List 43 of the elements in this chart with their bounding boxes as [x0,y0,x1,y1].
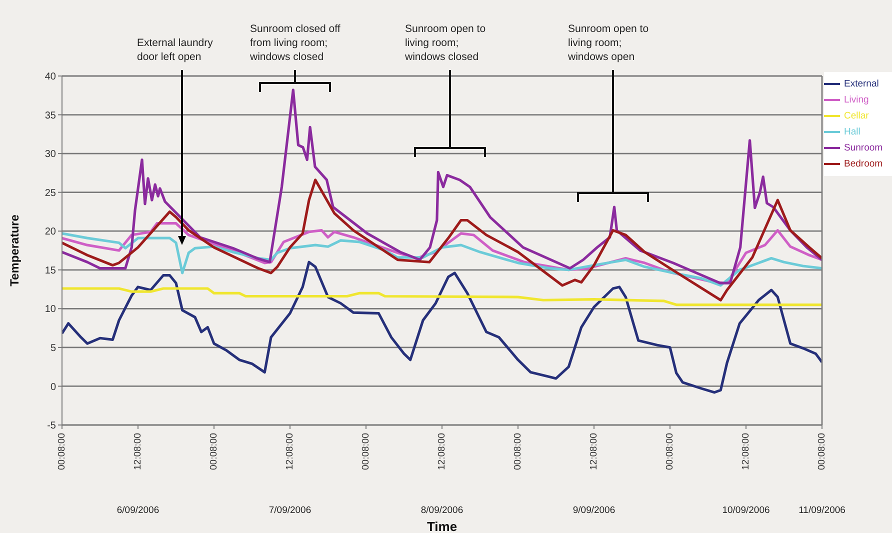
text: 10/09/2006 [722,505,770,516]
y-tick-label: 40 [44,72,56,83]
x-axis-title: Time [426,519,458,533]
text: Sunroom closed off from living room; windows closed [249,23,340,63]
text: 11/09/2006 [798,505,846,516]
y-tick-label: -5 [47,420,56,432]
line-series [62,287,822,306]
legend-label: External [844,78,879,90]
y-tick-label: 25 [44,188,56,199]
x-tick-label: 12:08:00 [436,433,448,470]
y-tick-label: 20 [44,226,56,238]
legend-label: Bedroom [844,158,883,170]
x-tick-label: 00:08:00 [360,433,372,470]
text: 8/09/2006 [420,505,464,516]
text: External laundry door left open [137,37,214,63]
line-series [62,178,822,302]
legend-label: Living [844,94,869,106]
text: 6/09/2006 [116,505,160,516]
y-tick-label: 35 [44,110,56,122]
x-tick-label: 12:08:00 [588,433,600,470]
line-series [62,88,822,284]
x-tick-label: 00:08:00 [816,433,828,470]
y-tick-label: 5 [50,342,56,354]
x-tick-label: 00:08:00 [208,433,220,470]
legend-label: Cellar [844,110,869,122]
text: 9/09/2006 [572,505,616,516]
x-tick-label: 00:08:00 [664,433,676,470]
y-tick-label: 30 [44,149,56,160]
y-tick-label: 10 [44,304,56,316]
text: Sunroom open to living room; windows open [567,23,649,63]
y-axis-title: Temperature [7,214,22,286]
y-tick-label: 0 [50,382,56,393]
y-tick-label: 15 [44,265,56,276]
x-tick-label: 12:08:00 [132,433,144,470]
text: Sunroom open to living room; windows closed [404,23,486,63]
x-tick-label: 12:08:00 [284,433,296,470]
x-tick-label: 00:08:00 [56,433,68,470]
x-tick-label: 12:08:00 [740,433,752,470]
line-series [62,260,822,394]
legend-label: Hall [844,126,860,138]
legend-label: Sunroom [844,142,883,154]
x-tick-label: 00:08:00 [512,433,524,470]
text: 7/09/2006 [268,505,312,516]
